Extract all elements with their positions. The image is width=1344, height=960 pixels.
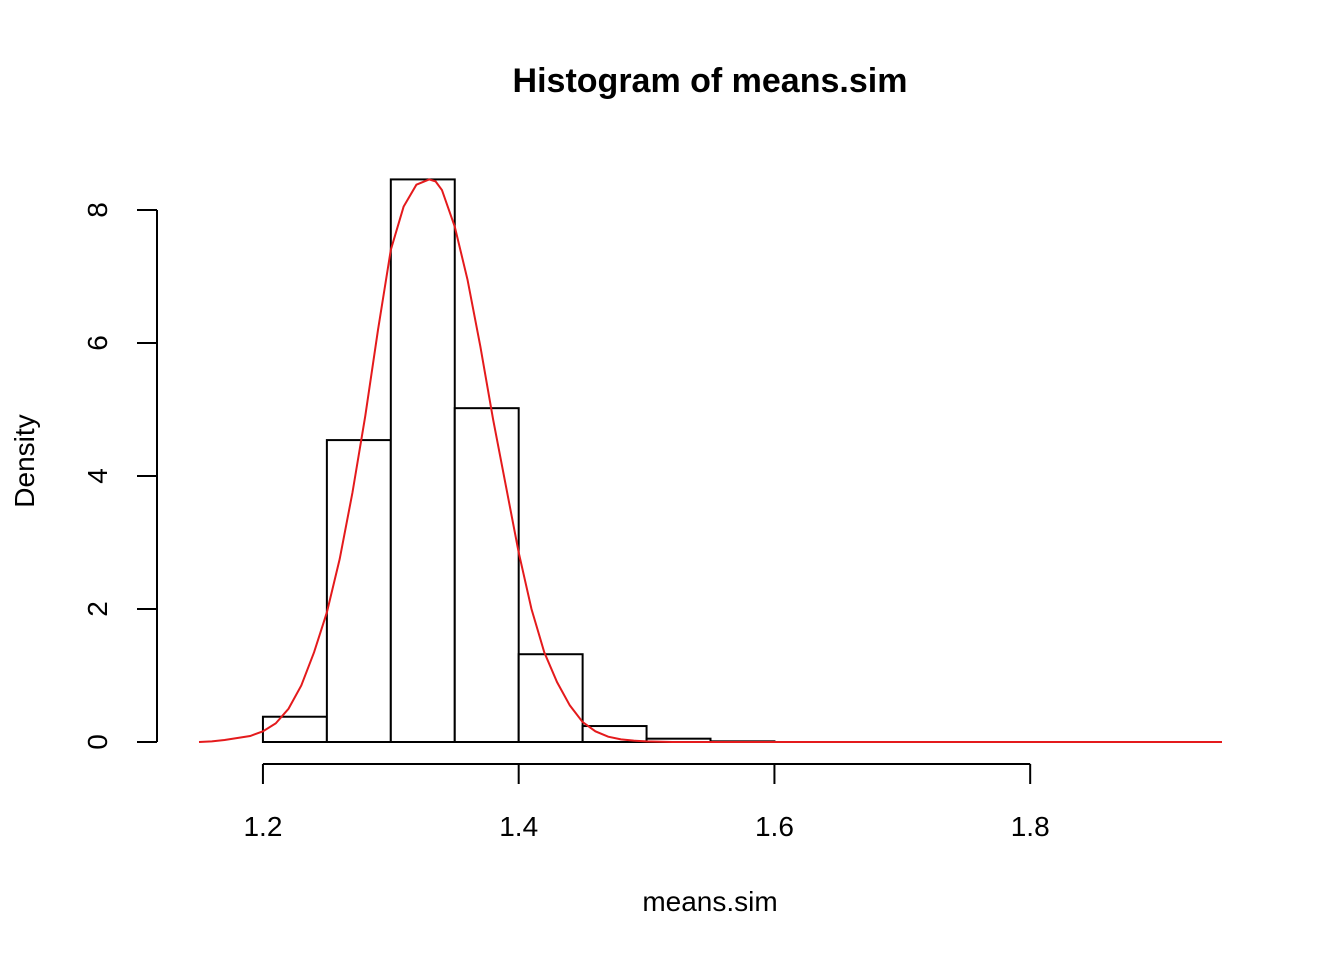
histogram-bar-6 [581,725,648,743]
histogram-bars [261,178,776,744]
x-tick-label-0: 1.2 [243,811,282,842]
histogram-bar-2 [325,439,392,743]
y-axis-label: Density [9,414,40,507]
y-tick-label-4: 8 [82,202,113,218]
histogram-bar-4 [453,407,520,743]
y-axis: 0 2 4 6 8 [82,202,158,750]
x-tick-label-1: 1.4 [499,811,538,842]
density-curve [198,178,1222,743]
x-tick-label-2: 1.6 [755,811,794,842]
y-tick-label-0: 0 [82,734,113,750]
histogram-bar-1 [261,715,328,743]
y-tick-label-1: 2 [82,601,113,617]
chart-title: Histogram of means.sim [513,62,908,100]
y-tick-label-3: 6 [82,335,113,351]
histogram-bar-3 [389,178,456,744]
x-axis-label: means.sim [642,886,777,917]
x-axis: 1.2 1.4 1.6 1.8 [243,763,1050,842]
x-tick-label-3: 1.8 [1011,811,1050,842]
y-tick-label-2: 4 [82,468,113,484]
